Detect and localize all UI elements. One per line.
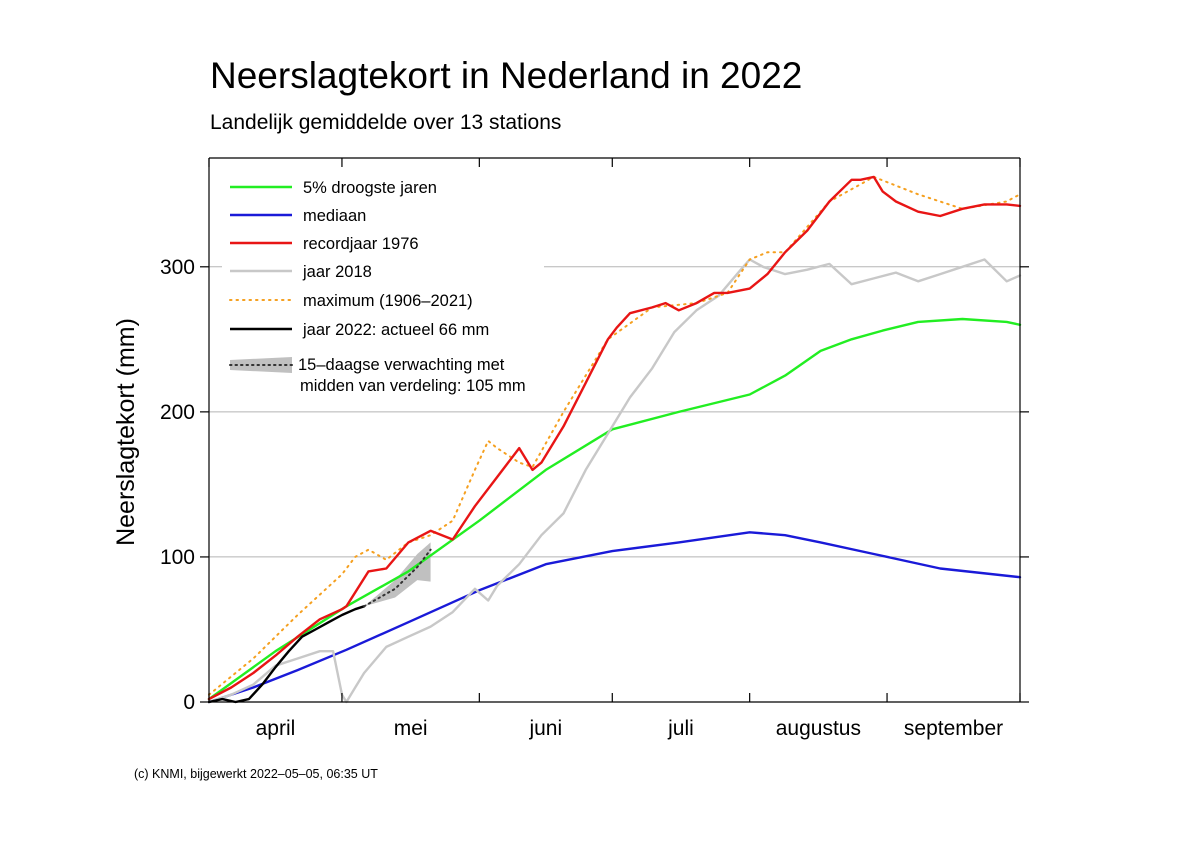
legend-label-1976: recordjaar 1976 [303,235,419,253]
legend-label-2018: jaar 2018 [302,263,372,281]
chart-subtitle: Landelijk gemiddelde over 13 stations [210,111,561,134]
x-tick-label-april: april [256,717,296,740]
y-tick-label-300: 300 [160,256,195,279]
y-tick-label-0: 0 [183,691,195,714]
forecast-band [364,542,431,607]
series-line-4 [208,175,1021,696]
series-line-2 [207,175,1022,701]
legend-label-forecast-1: 15–daagse verwachting met [298,356,505,374]
legend-label-mediaan: mediaan [303,207,366,225]
forecast-median-line [363,548,432,608]
legend-swatch-forecast-band [230,357,292,373]
series-line-1 [207,531,1022,704]
y-tick-label-100: 100 [160,546,195,569]
x-tick-label-september: september [904,717,1003,740]
y-axis-label: Neerslagtekort (mm) [112,318,140,546]
legend: 5% droogste jaren mediaan recordjaar 197… [222,174,544,406]
axes [200,157,1029,703]
legend-label-forecast-2: midden van verdeling: 105 mm [300,377,526,395]
credit-text: (c) KNMI, bijgewerkt 2022–05–05, 06:35 U… [134,767,378,781]
x-tick-label-juli: juli [667,717,694,740]
y-tick-label-200: 200 [160,401,195,424]
tick-labels: 0 100 200 300 april mei juni juli augustus septem… [160,256,1003,740]
legend-label-maximum: maximum (1906–2021) [303,292,473,310]
legend-label-droogste: 5% droogste jaren [303,179,437,197]
x-tick-label-mei: mei [394,717,428,740]
chart-title: Neerslagtekort in Nederland in 2022 [210,55,802,96]
x-tick-label-juni: juni [528,717,562,740]
legend-label-2022: jaar 2022: actueel 66 mm [302,321,489,339]
series-line-0 [207,317,1022,701]
x-tick-label-augustus: augustus [776,717,861,740]
